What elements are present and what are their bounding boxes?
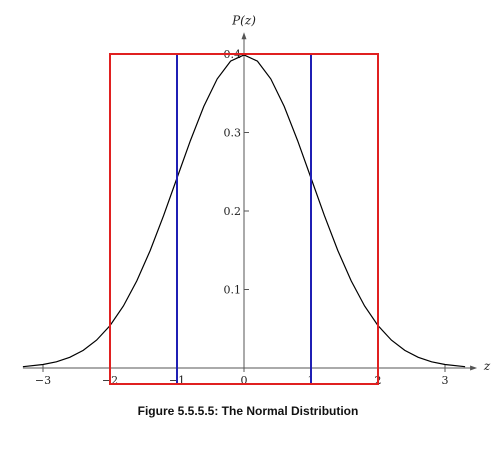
- x-axis-label: z: [483, 359, 491, 373]
- x-tick-label: −3: [35, 374, 51, 387]
- y-axis-arrow: [241, 32, 247, 40]
- normal-distribution-chart: −3 −2 −1 0 1 2 30.10.20.30.4P(z)z: [22, 13, 491, 387]
- x-tick-label: 0: [241, 374, 248, 387]
- y-tick-label: 0.1: [224, 284, 242, 297]
- y-tick-label: 0.2: [224, 205, 242, 218]
- y-tick-label: 0.3: [224, 127, 242, 140]
- outer-rectangle: [109, 53, 379, 385]
- figure-caption: Figure 5.5.5.5: The Normal Distribution: [137, 404, 359, 418]
- y-axis-label: P(z): [231, 13, 256, 27]
- x-tick-label: 3: [442, 374, 449, 387]
- x-axis-arrow: [470, 365, 478, 371]
